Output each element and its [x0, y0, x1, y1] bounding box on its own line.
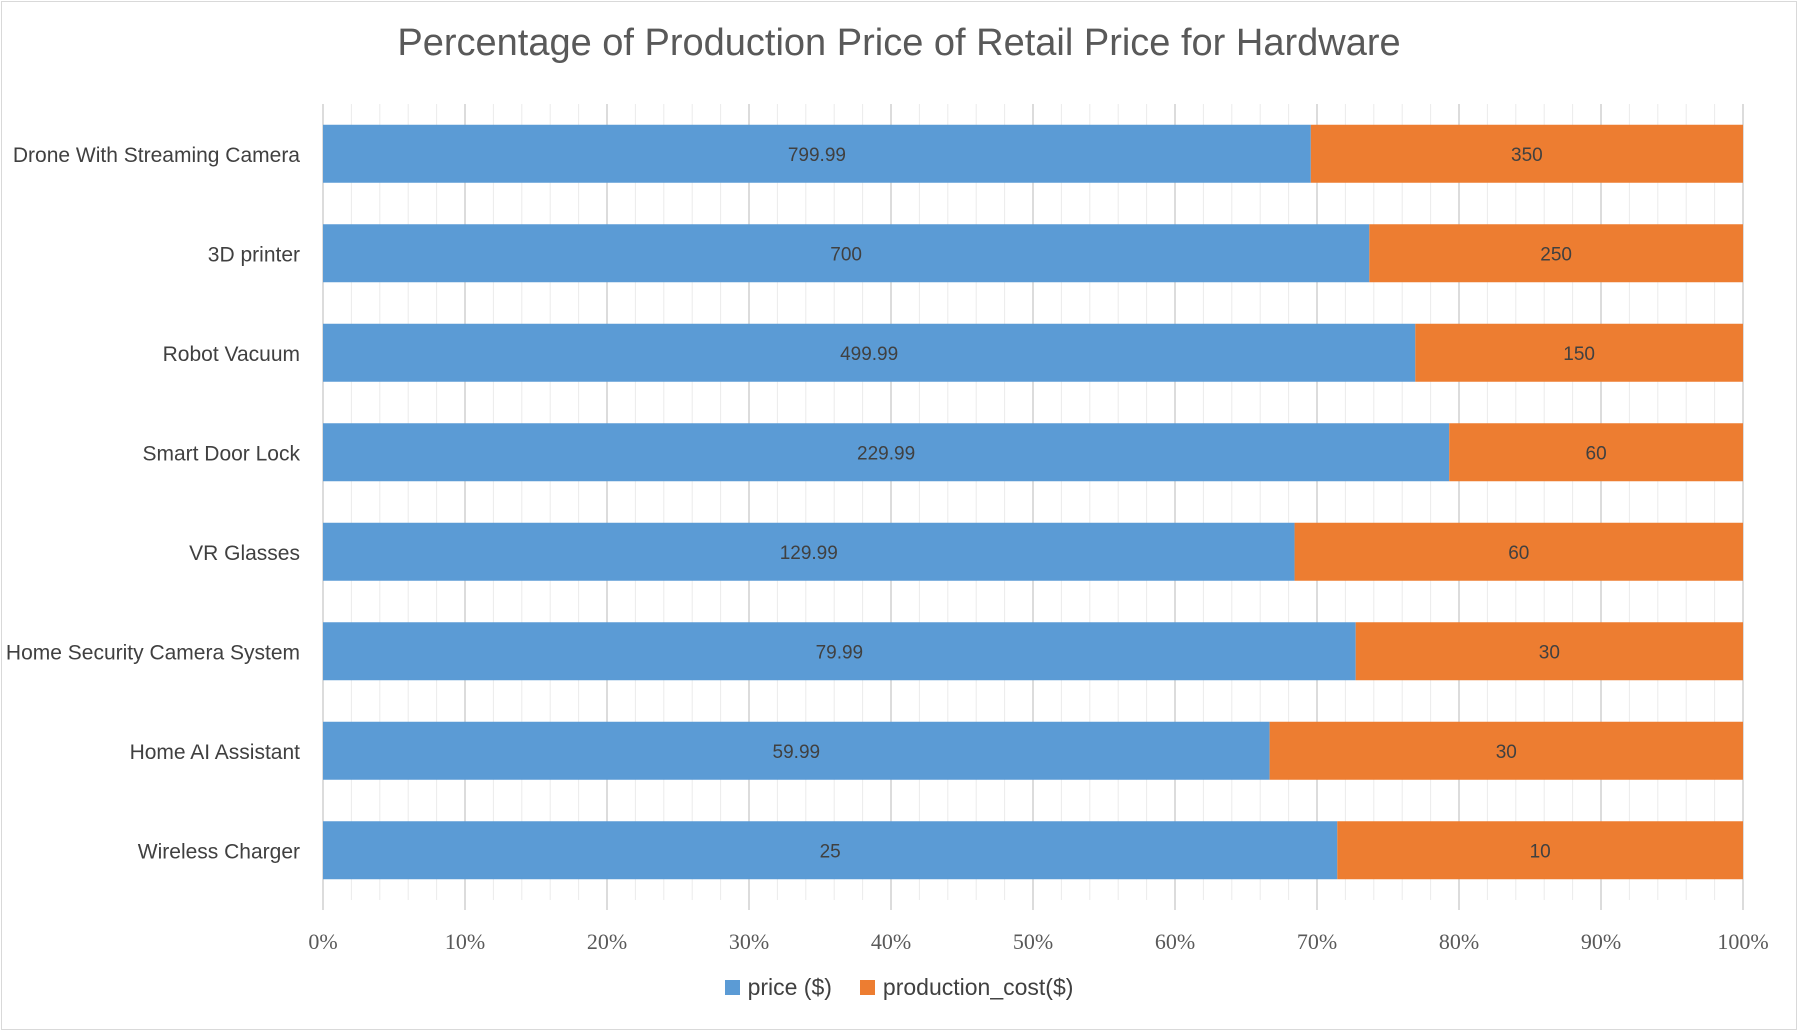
- y-category-label: Smart Door Lock: [142, 442, 300, 465]
- bar-production-cost: [1337, 821, 1743, 880]
- y-category-label: VR Glasses: [189, 542, 300, 565]
- data-label: 150: [1563, 344, 1595, 365]
- x-tick-label: 50%: [1013, 929, 1053, 954]
- x-tick-label: 90%: [1581, 929, 1621, 954]
- data-label: 700: [830, 244, 862, 265]
- bar-price: [323, 323, 1416, 382]
- legend-item: price ($): [724, 974, 832, 1001]
- x-tick-label: 30%: [729, 929, 769, 954]
- bar-price: [323, 124, 1311, 183]
- data-label: 79.99: [816, 642, 864, 663]
- bar-production-cost: [1269, 721, 1743, 780]
- y-category-label: Home Security Camera System: [6, 641, 300, 664]
- data-label: 350: [1511, 145, 1543, 166]
- x-tick-label: 10%: [445, 929, 485, 954]
- bar-price: [323, 721, 1270, 780]
- y-category-label: Drone With Streaming Camera: [13, 144, 300, 167]
- bar-production-cost: [1449, 423, 1743, 482]
- bar-price: [323, 224, 1370, 283]
- legend-label: production_cost($): [882, 974, 1074, 1000]
- data-label: 30: [1496, 742, 1517, 763]
- bar-production-cost: [1310, 124, 1743, 183]
- bar-production-cost: [1355, 622, 1743, 681]
- legend-swatch: [859, 980, 875, 995]
- data-label: 129.99: [780, 543, 838, 564]
- data-label: 499.99: [840, 344, 898, 365]
- y-category-label: Robot Vacuum: [163, 343, 300, 366]
- bar-production-cost: [1294, 522, 1743, 581]
- legend-label: price ($): [747, 974, 832, 1000]
- bar-price: [323, 821, 1338, 880]
- y-category-label: Home AI Assistant: [130, 741, 301, 764]
- x-tick-label: 80%: [1439, 929, 1479, 954]
- x-tick-label: 100%: [1717, 929, 1768, 954]
- data-label: 10: [1530, 841, 1551, 862]
- data-label: 799.99: [788, 145, 846, 166]
- data-label: 30: [1539, 642, 1560, 663]
- bars: [323, 124, 1743, 880]
- y-category-label: 3D printer: [208, 243, 300, 266]
- legend-swatch: [724, 980, 740, 995]
- chart-title: Percentage of Production Price of Retail…: [397, 22, 1401, 64]
- x-tick-label: 40%: [871, 929, 911, 954]
- bar-production-cost: [1369, 224, 1743, 283]
- data-label: 60: [1586, 443, 1607, 464]
- bar-price: [323, 423, 1450, 482]
- legend-item: production_cost($): [859, 974, 1074, 1001]
- x-tick-label: 20%: [587, 929, 627, 954]
- bar-price: [323, 522, 1295, 581]
- x-tick-label: 0%: [308, 929, 337, 954]
- data-label: 60: [1508, 543, 1529, 564]
- y-category-label: Wireless Charger: [138, 840, 300, 863]
- data-label: 229.99: [857, 443, 915, 464]
- bar-price: [323, 622, 1356, 681]
- data-label: 59.99: [773, 742, 821, 763]
- legend: price ($) production_cost($): [0, 974, 1798, 1001]
- x-tick-label: 60%: [1155, 929, 1195, 954]
- data-label: 25: [820, 841, 841, 862]
- data-label: 250: [1540, 244, 1572, 265]
- x-tick-label: 70%: [1297, 929, 1337, 954]
- bar-production-cost: [1415, 323, 1743, 382]
